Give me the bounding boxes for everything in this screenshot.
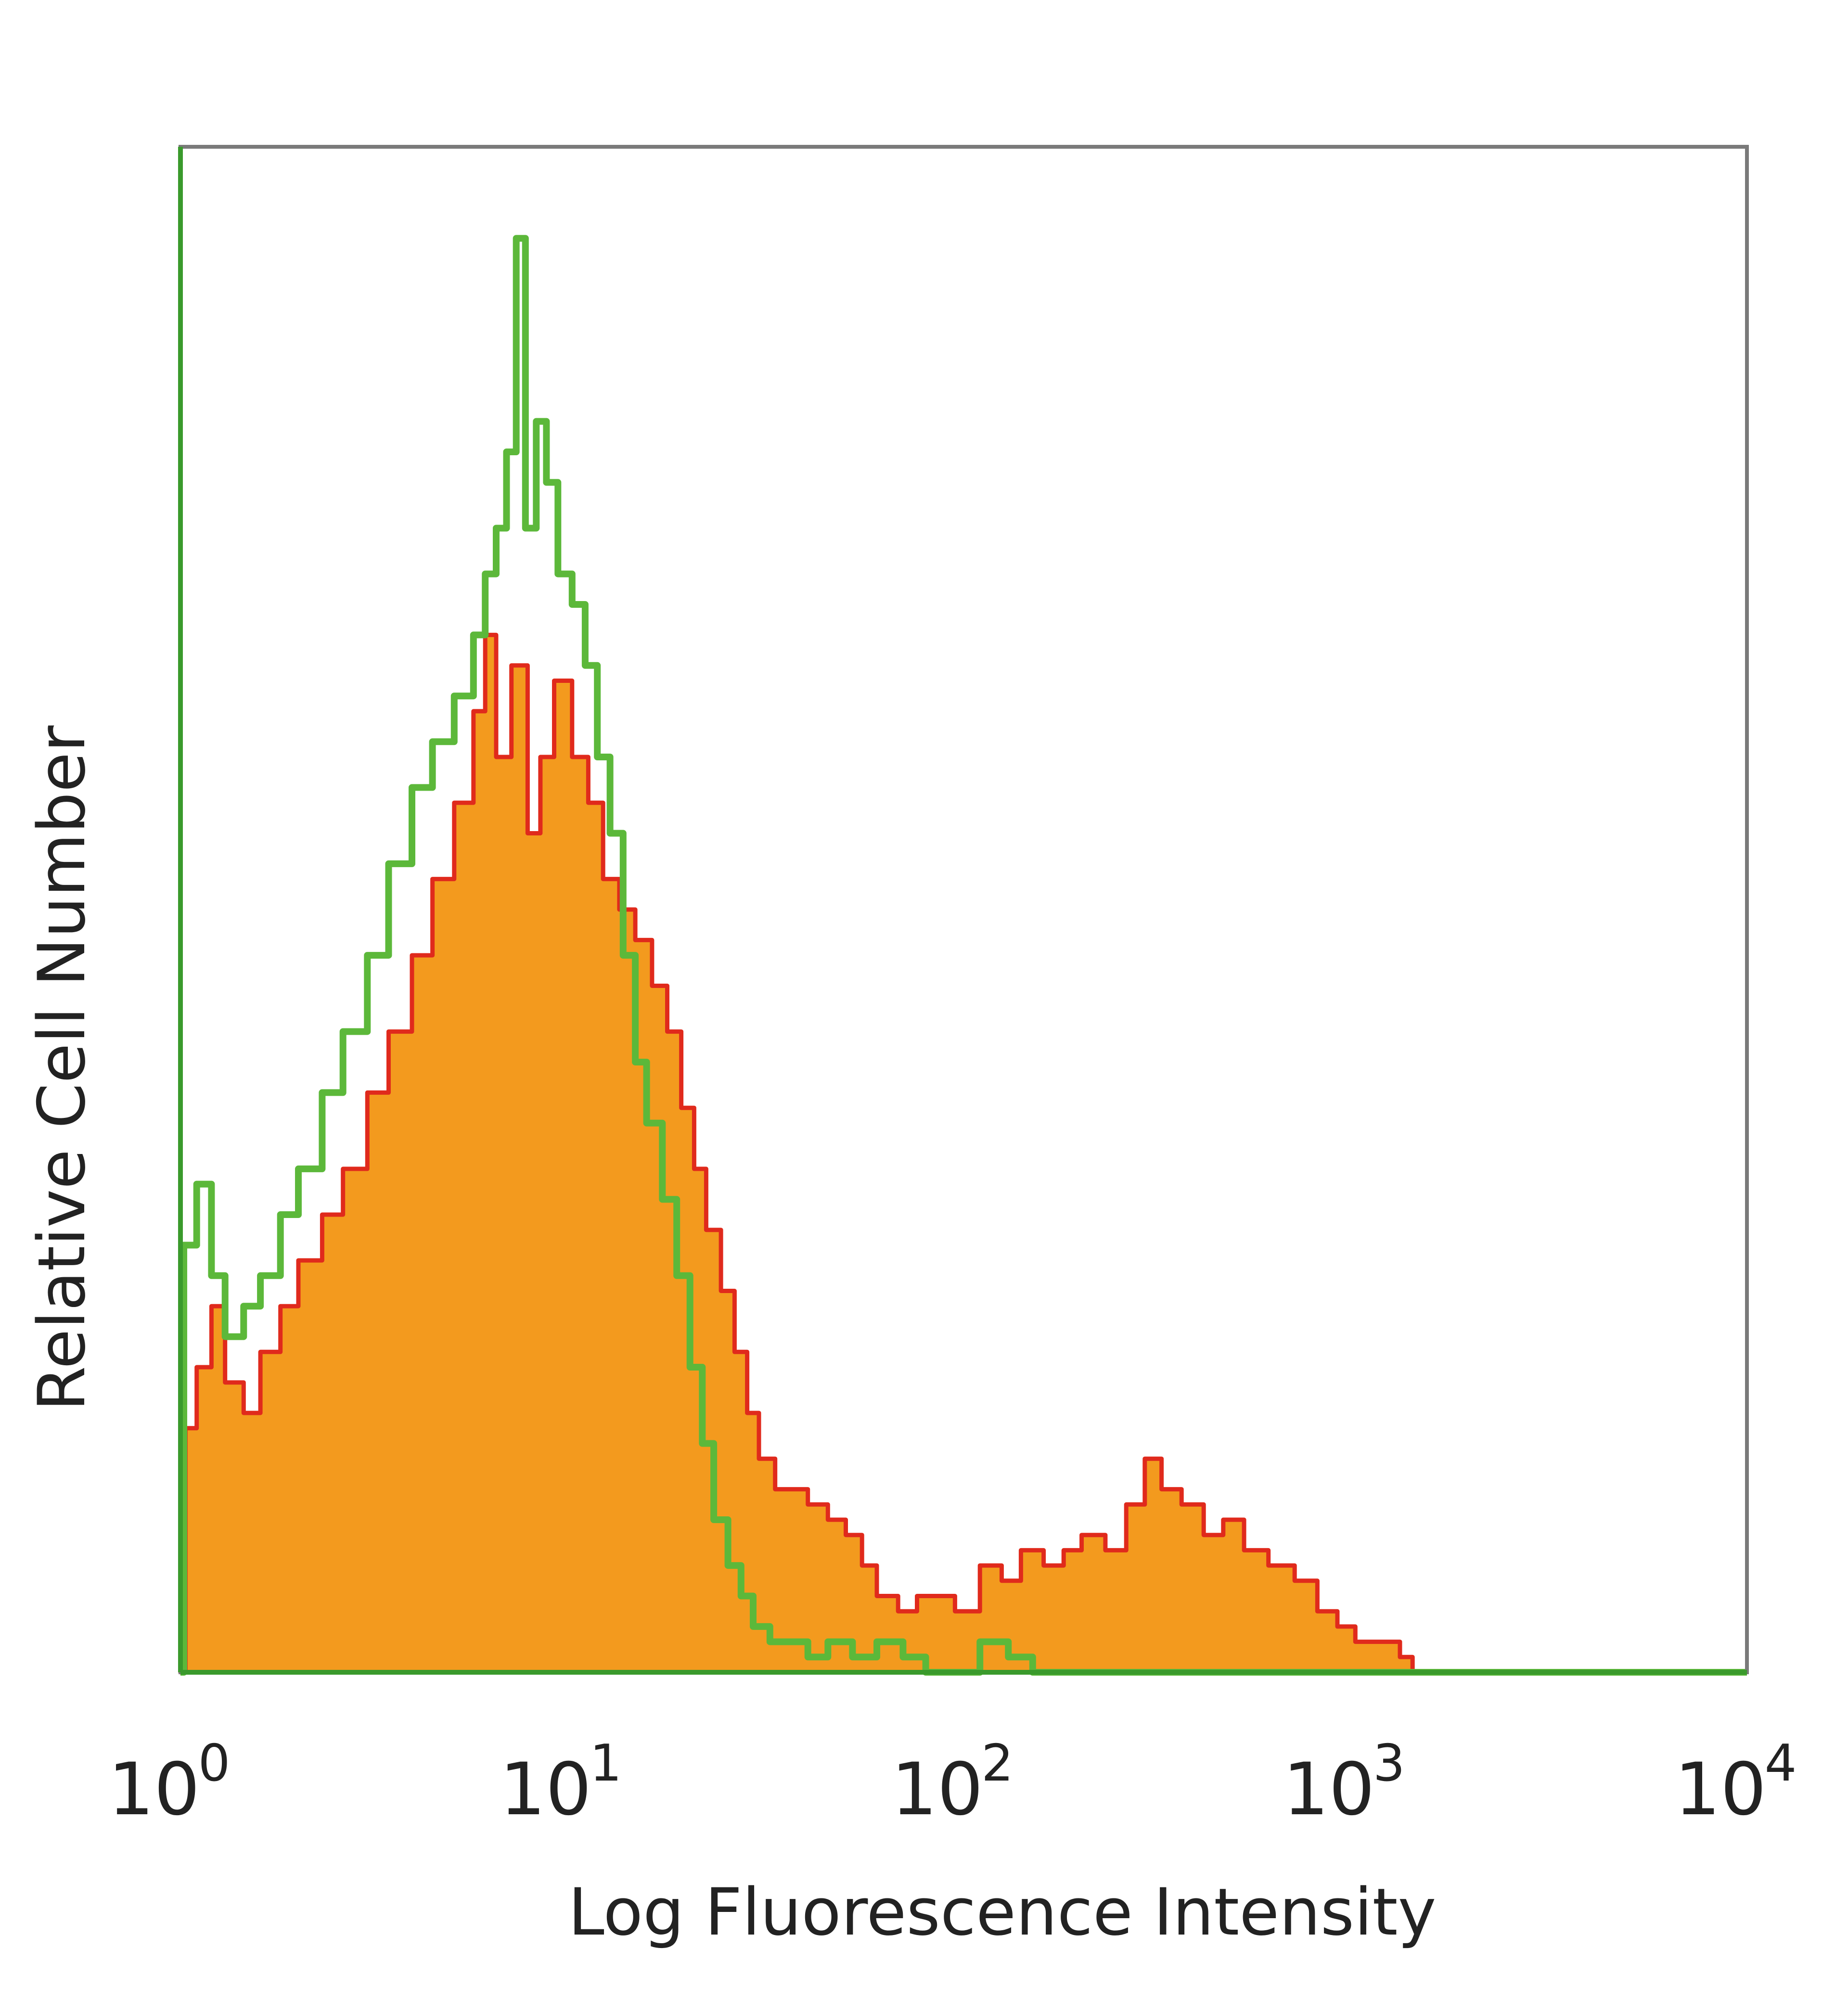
x-axis-label: Log Fluorescence Intensity [568, 1874, 1437, 1950]
x-tick-exponent: 3 [1373, 1734, 1405, 1793]
x-tick-label: 10 [1675, 1748, 1767, 1832]
x-tick-label: 10 [500, 1748, 591, 1832]
histogram-filled-series [178, 632, 1415, 1675]
y-axis-label: Relative Cell Number [24, 725, 100, 1411]
x-tick-labels: 100 101 102 103 104 [108, 1734, 1797, 1832]
x-tick-exponent: 4 [1765, 1734, 1797, 1793]
x-tick-label: 10 [1283, 1748, 1375, 1832]
x-tick-label: 10 [891, 1748, 983, 1832]
plot-area [178, 235, 1747, 1676]
x-tick-exponent: 1 [590, 1734, 622, 1793]
x-tick-exponent: 0 [198, 1734, 231, 1793]
x-tick-exponent: 2 [981, 1734, 1014, 1793]
x-tick-label: 10 [108, 1748, 200, 1832]
histogram-outline-series [180, 235, 1747, 1676]
